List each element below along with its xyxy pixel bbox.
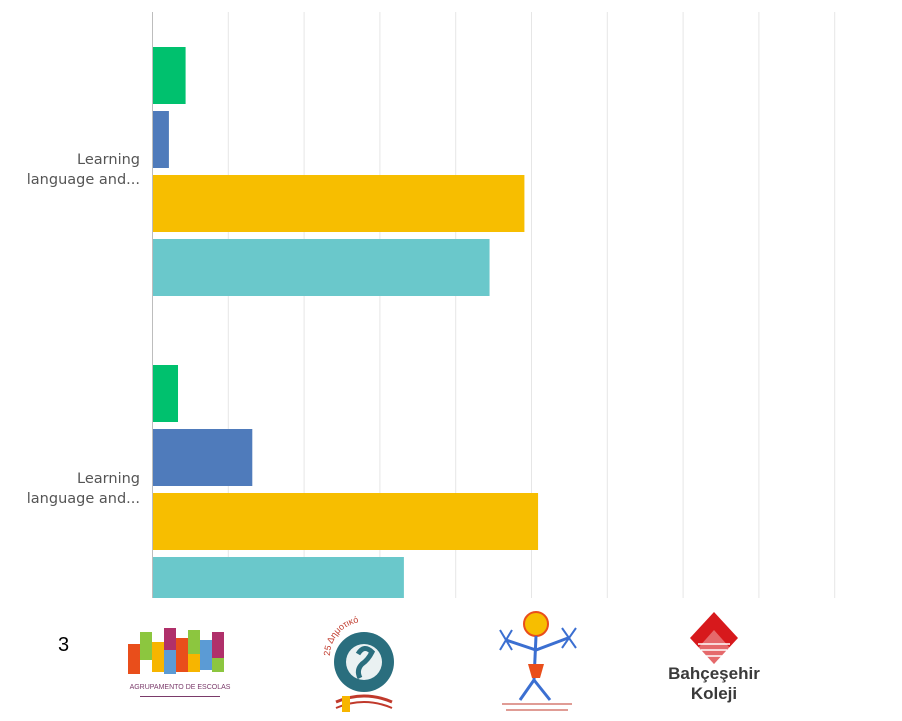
page-number: 3 [58,634,70,656]
school-circle-icon: 25 Δημοτικό [322,615,394,712]
grid-lines [227,12,836,598]
agrupamento-logo: AGRUPAMENTO DE ESCOLAS [120,622,240,712]
bar-cat2-series3 [153,493,539,550]
bahcesehir-logo: Bahçeşehir Koleji [654,608,774,708]
agrupamento-underline [140,696,220,697]
bahcesehir-diamond-icon [690,612,738,664]
bar-cat1-series1 [153,47,186,104]
bar-cat2-series2 [153,429,253,486]
bar-chart [152,12,836,598]
bar-cat2-series1 [153,365,179,422]
category-label-2-line-2: language and... [26,491,140,507]
bar-cat1-series2 [153,111,169,168]
bahcesehir-logo-line2: Koleji [690,684,738,703]
bar-cat2-series4 [153,557,404,598]
agrupamento-logo-text: AGRUPAMENTO DE ESCOLAS [129,684,231,691]
category-label-2: Learning language and... [0,469,140,509]
bars [153,47,539,598]
agrupamento-blocks-icon [128,628,224,674]
category-label-1-line-2: language and... [26,172,140,188]
bar-cat1-series4 [153,239,490,296]
category-label-2-line-1: Learning [77,471,140,487]
school-circle-logo: 25 Δημοτικό [318,604,410,716]
category-label-1-line-1: Learning [77,152,140,168]
bahcesehir-logo-line1: Bahçeşehir [668,664,760,683]
bar-cat1-series3 [153,175,525,232]
category-label-1: Learning language and... [0,150,140,190]
child-drawing-icon [499,611,577,711]
child-drawing-logo [492,600,584,716]
